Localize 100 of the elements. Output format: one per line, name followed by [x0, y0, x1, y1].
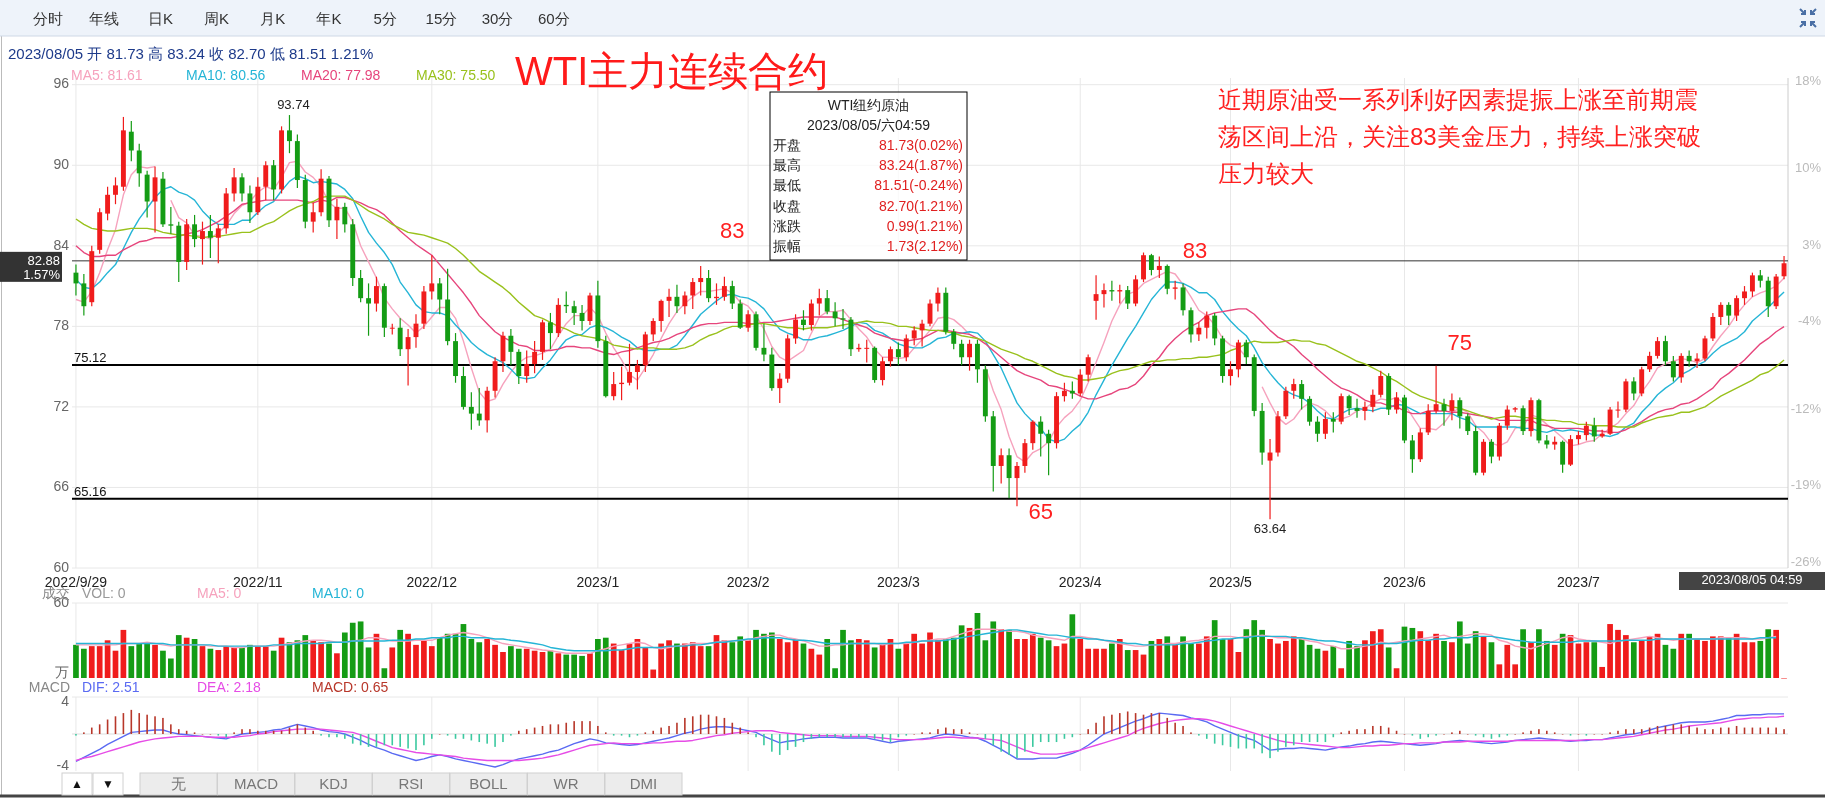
y-tick-label: 96 [53, 75, 70, 92]
candlestick [706, 269, 712, 303]
candlestick [1718, 301, 1724, 326]
bar [753, 629, 759, 678]
text: 1.57% [23, 266, 61, 282]
text: MA10: 80.56 [186, 66, 266, 83]
candlestick [168, 206, 174, 235]
candlestick [1291, 378, 1297, 400]
bar [1607, 624, 1613, 678]
bar [1283, 640, 1289, 678]
bar [689, 642, 696, 678]
candlestick [247, 184, 253, 224]
annotation: 最低 [773, 177, 801, 194]
candlestick [113, 176, 118, 205]
bar [555, 653, 562, 678]
bar [413, 644, 419, 678]
candlestick [334, 198, 340, 240]
candlestick [1228, 360, 1233, 387]
text: RSI [398, 774, 424, 792]
candlestick [1465, 413, 1471, 436]
candlestick [374, 276, 379, 313]
candlestick [405, 328, 411, 387]
bar [563, 654, 570, 678]
text: 周K [204, 9, 230, 27]
bar [737, 636, 744, 678]
bar [942, 639, 949, 678]
y2-tick-label: -26% [1790, 553, 1822, 569]
candlestick [808, 298, 814, 331]
candlestick [1006, 447, 1012, 499]
text: MA20: 77.98 [301, 66, 381, 83]
annotation: 75 [1447, 330, 1473, 356]
bar [152, 644, 158, 678]
bar [128, 646, 135, 678]
bar [761, 633, 767, 678]
candlestick [698, 265, 704, 297]
bar [1710, 636, 1716, 678]
bar [1006, 629, 1012, 678]
y-axis-title: MACD [28, 678, 70, 695]
candlestick [1449, 392, 1455, 421]
candlestick [1330, 411, 1336, 434]
bar [1101, 648, 1107, 678]
bar [1449, 642, 1455, 678]
candlestick [690, 277, 696, 310]
bar [1377, 629, 1384, 678]
candlestick [1172, 280, 1178, 301]
bar [1330, 646, 1337, 678]
bar [816, 654, 823, 678]
annotation: 83 [1182, 238, 1208, 264]
bar [1196, 643, 1202, 678]
bar [927, 632, 933, 678]
text: 日K [147, 9, 173, 27]
candlestick [761, 323, 767, 362]
bar [81, 648, 87, 678]
y-tick-label: 66 [53, 478, 70, 495]
candlestick [358, 269, 364, 303]
text: 2023/08/05 04:59 [1701, 572, 1803, 588]
candlestick [192, 214, 198, 248]
bar [998, 629, 1005, 678]
bar [840, 629, 846, 678]
bar [1694, 639, 1700, 678]
bar [784, 642, 791, 678]
candlestick [801, 309, 806, 331]
bar [1773, 629, 1779, 678]
text: MA5: 81.61 [71, 66, 143, 83]
y2-tick-label: -4% [1797, 313, 1822, 329]
text: DIF: 2.51 [82, 678, 140, 695]
candlestick [1726, 301, 1732, 326]
candlestick [1022, 438, 1028, 474]
y2-tick-label: 10% [1794, 160, 1822, 176]
bar [1551, 644, 1558, 678]
bar [697, 646, 704, 678]
candlestick [1591, 417, 1597, 443]
text: 15分 [425, 9, 458, 27]
bar [1022, 639, 1028, 678]
text: MA10: 0 [312, 584, 365, 601]
candlestick [1299, 379, 1305, 411]
candlestick [627, 343, 632, 387]
candlestick [1520, 404, 1526, 436]
bar [1014, 639, 1020, 678]
annotation: 81.73(0.02%) [878, 136, 963, 153]
candlestick [1583, 421, 1589, 442]
bar [326, 643, 332, 678]
candlestick [1243, 339, 1249, 365]
bar [334, 653, 340, 678]
bar [674, 643, 680, 678]
candlestick [1307, 395, 1313, 427]
bar [571, 654, 577, 678]
text: MA30: 75.50 [416, 66, 496, 83]
bar [579, 655, 585, 678]
ref-line-label: 65.16 [74, 483, 107, 499]
bar [1164, 636, 1171, 678]
candlestick [903, 333, 909, 362]
chart-title: WTI主力连续合约 [515, 48, 829, 93]
bar [428, 646, 435, 678]
bar [239, 647, 245, 678]
bar [389, 647, 396, 678]
bar [1354, 646, 1360, 678]
candlestick [1647, 351, 1653, 373]
ref-line-label: 82.88 [27, 252, 60, 268]
candlestick [1038, 415, 1044, 458]
